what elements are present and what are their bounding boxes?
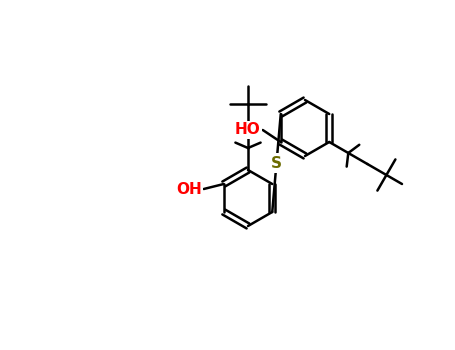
- Text: S: S: [271, 155, 282, 170]
- Text: HO: HO: [235, 122, 261, 138]
- Text: OH: OH: [176, 182, 202, 196]
